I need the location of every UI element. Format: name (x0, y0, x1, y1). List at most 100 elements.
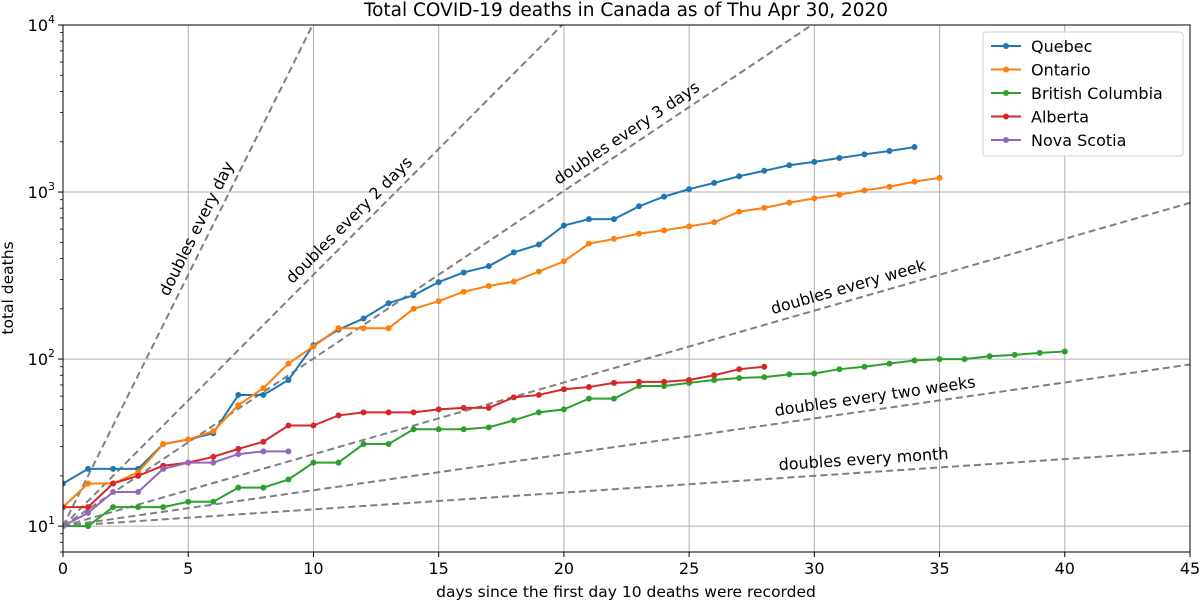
data-point (260, 484, 267, 491)
data-point (811, 195, 818, 202)
x-tick-label: 0 (58, 559, 68, 578)
data-point (961, 356, 968, 363)
data-point (260, 391, 267, 398)
chart-title: Total COVID-19 deaths in Canada as of Th… (363, 0, 888, 21)
data-point (385, 325, 392, 332)
data-point (235, 484, 242, 491)
reference-line (63, 25, 314, 527)
data-point (936, 356, 943, 363)
data-point (510, 249, 517, 256)
data-point (135, 504, 142, 511)
data-point (385, 300, 392, 307)
data-point (636, 230, 643, 237)
data-point (736, 366, 743, 373)
legend-entry: Alberta (1031, 108, 1089, 127)
data-point (435, 298, 442, 305)
data-point (911, 144, 918, 151)
data-point (63, 504, 66, 511)
data-point (811, 370, 818, 377)
data-point (335, 459, 342, 466)
data-point (636, 378, 643, 385)
x-tick-label: 35 (929, 559, 949, 578)
y-tick-label: 104 (28, 13, 55, 35)
data-point (585, 395, 592, 402)
data-point (1036, 349, 1043, 356)
data-point (610, 235, 617, 242)
axis-ticks: 0 5 10 15 20 25 30 35 40 45 101 102 103 104 (28, 13, 1200, 578)
data-point (460, 269, 467, 276)
reference-line-label: doubles every month (778, 444, 949, 474)
data-point (335, 412, 342, 419)
data-point (510, 278, 517, 285)
reference-line-label: doubles every 2 days (282, 153, 416, 288)
data-series (63, 144, 1068, 530)
data-point (1011, 351, 1018, 358)
data-point (786, 162, 793, 169)
data-point (1061, 348, 1068, 355)
x-axis-label: days since the first day 10 deaths were … (436, 583, 816, 600)
data-point (285, 360, 292, 367)
data-point (310, 343, 317, 350)
data-point (585, 384, 592, 391)
data-point (911, 357, 918, 364)
reference-labels: doubles every day doubles every 2 days dou… (155, 77, 977, 474)
data-point (410, 292, 417, 299)
data-point (160, 504, 167, 511)
data-point (986, 353, 993, 360)
data-point (535, 268, 542, 275)
y-tick-label: 103 (28, 180, 55, 202)
data-point (185, 459, 192, 466)
reference-line-label: doubles every week (769, 255, 929, 318)
data-point (686, 186, 693, 193)
data-point (160, 441, 167, 448)
data-point (460, 404, 467, 411)
data-point (85, 465, 92, 472)
data-point (110, 465, 117, 472)
data-point (786, 199, 793, 206)
data-point (761, 363, 768, 370)
data-point (135, 472, 142, 479)
data-point (485, 404, 492, 411)
x-tick-label: 20 (554, 559, 574, 578)
legend-swatch-marker (1003, 90, 1009, 96)
x-tick-label: 10 (303, 559, 323, 578)
data-point (936, 174, 943, 181)
data-point (711, 219, 718, 226)
legend-entry: Nova Scotia (1031, 131, 1126, 150)
reference-line (63, 363, 1190, 528)
data-point (686, 376, 693, 383)
legend-entry: British Columbia (1031, 84, 1163, 103)
data-point (886, 183, 893, 190)
data-point (686, 223, 693, 230)
reference-line-label: doubles every day (155, 158, 238, 299)
data-point (510, 394, 517, 401)
data-point (110, 489, 117, 496)
data-point (560, 258, 567, 265)
data-point (160, 465, 167, 472)
data-point (560, 222, 567, 229)
data-point (711, 372, 718, 379)
data-point (761, 204, 768, 211)
data-point (85, 523, 92, 530)
data-point (210, 498, 217, 505)
data-point (585, 240, 592, 247)
data-point (535, 241, 542, 248)
data-point (610, 216, 617, 223)
legend-swatch-marker (1003, 66, 1009, 73)
reference-line (63, 25, 564, 527)
x-tick-label: 15 (428, 559, 448, 578)
y-axis-label: total deaths (0, 241, 17, 334)
data-point (260, 448, 267, 455)
data-point (761, 374, 768, 381)
data-point (235, 445, 242, 452)
data-point (85, 509, 92, 516)
data-point (410, 409, 417, 416)
x-tick-label: 25 (679, 559, 699, 578)
data-point (310, 422, 317, 429)
data-point (285, 376, 292, 383)
data-point (636, 203, 643, 210)
data-point (360, 315, 367, 322)
data-point (460, 426, 467, 433)
data-point (210, 453, 217, 460)
